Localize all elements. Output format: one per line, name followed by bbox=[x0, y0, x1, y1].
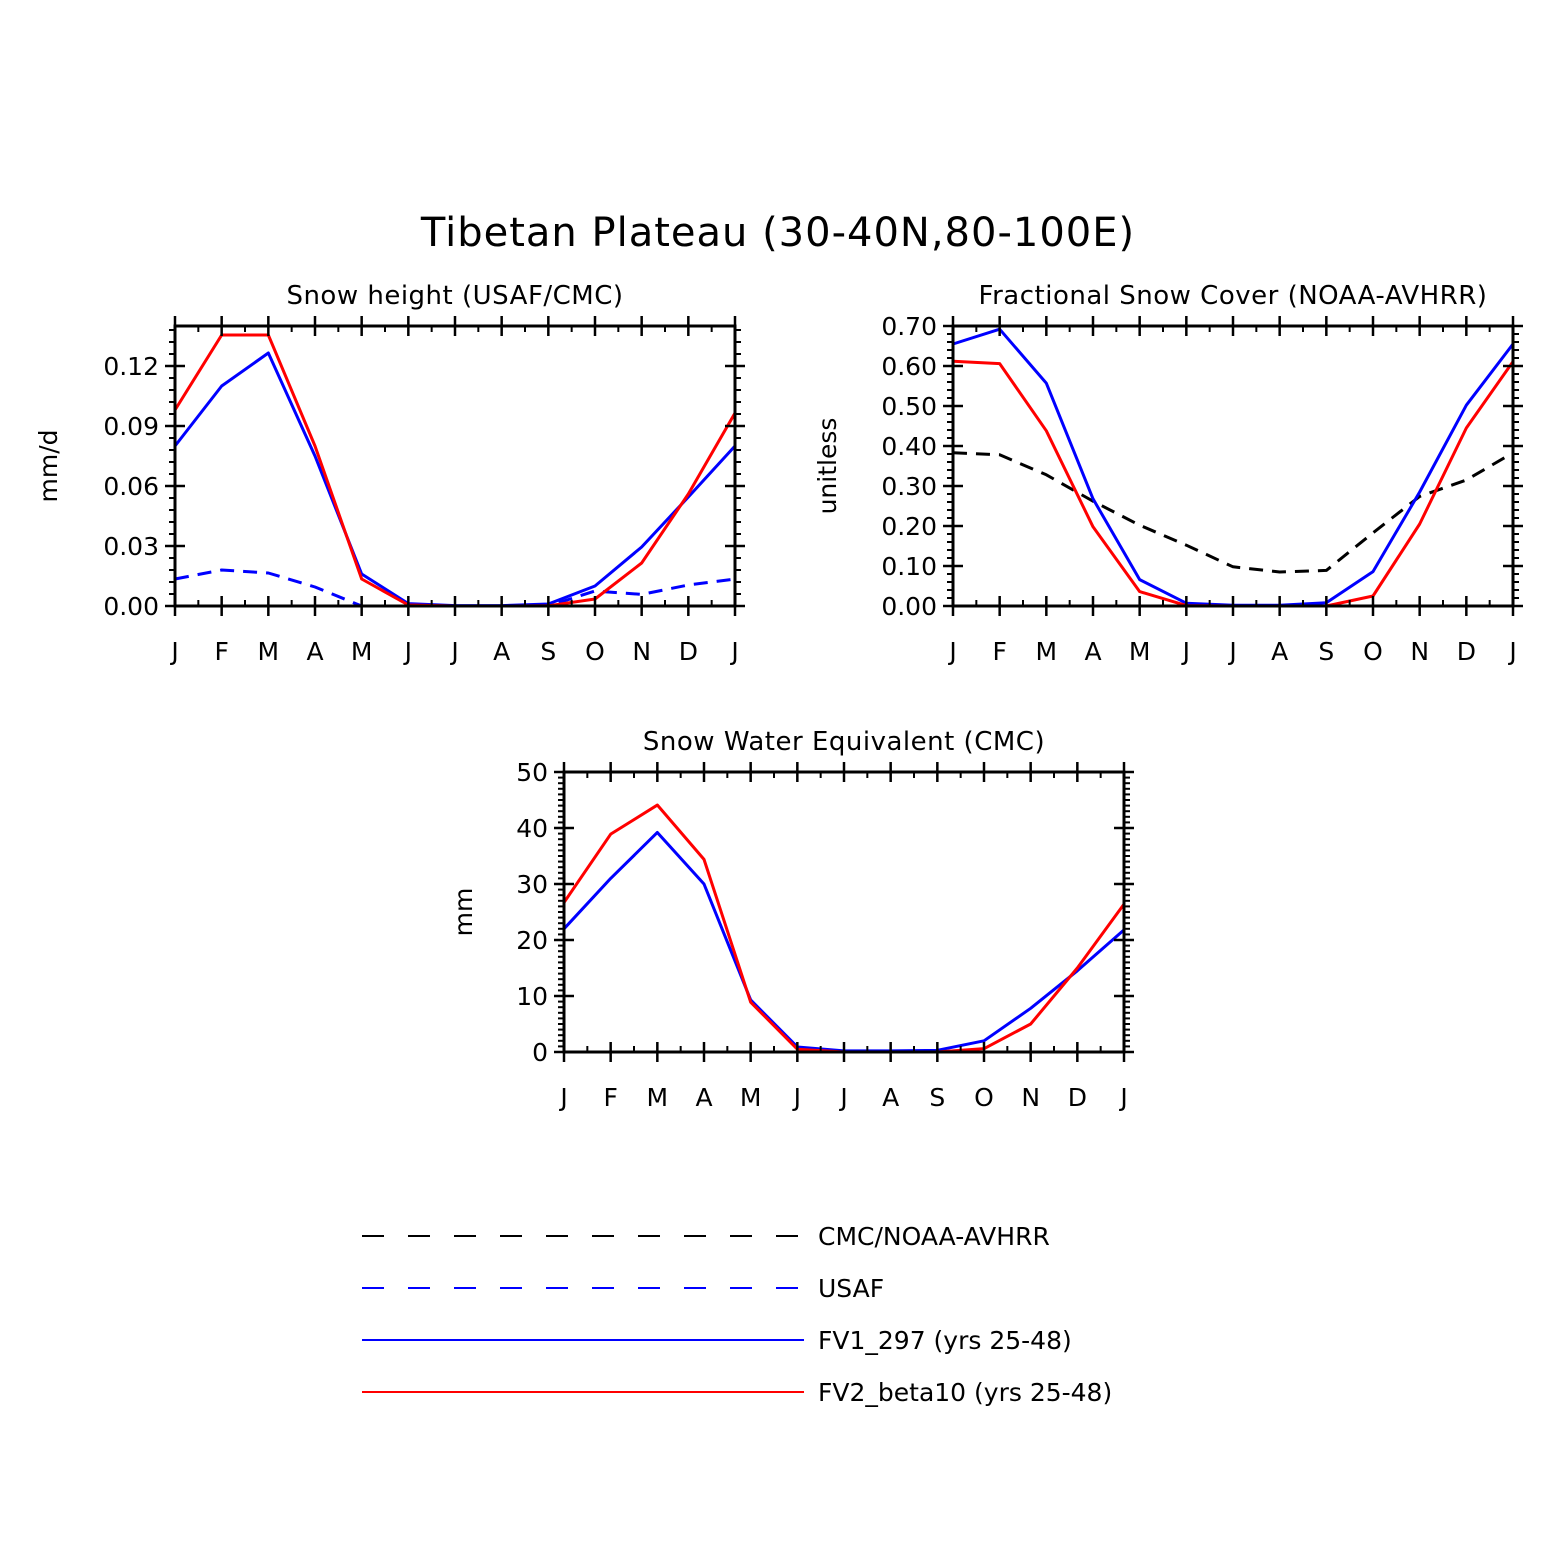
x-tick-label: M bbox=[258, 637, 280, 666]
y-tick-label: 30 bbox=[516, 870, 548, 899]
x-tick-label: S bbox=[929, 1083, 945, 1112]
x-tick-label: F bbox=[992, 637, 1006, 666]
x-tick-label: O bbox=[585, 637, 605, 666]
y-tick-label: 20 bbox=[516, 926, 548, 955]
x-tick-label: S bbox=[540, 637, 556, 666]
x-tick-label: O bbox=[974, 1083, 994, 1112]
x-tick-label: J bbox=[947, 637, 956, 666]
panel-snow-height: Snow height (USAF/CMC)mm/dJ F M A M J J A S O N D J0… bbox=[34, 281, 745, 666]
legend-label-fv2: FV2_beta10 (yrs 25-48) bbox=[818, 1378, 1112, 1407]
x-tick-label: A bbox=[882, 1083, 899, 1112]
panel-title: Snow Water Equivalent (CMC) bbox=[643, 727, 1045, 757]
plot-frame bbox=[951, 324, 1515, 608]
y-tick-label: 0.10 bbox=[881, 552, 937, 581]
y-tick-label: 0.03 bbox=[103, 532, 159, 561]
x-tick-label: J bbox=[1118, 1083, 1127, 1112]
legend-label-fv1: FV1_297 (yrs 25-48) bbox=[818, 1326, 1072, 1355]
panel-fractional-snow-cover: Fractional Snow Cover (NOAA-AVHRR) unitle… bbox=[813, 281, 1523, 666]
x-tick-label: M bbox=[351, 637, 373, 666]
series-line-cmc-noaa-avhrr bbox=[952, 451, 1514, 574]
series-line-fv2-beta10 bbox=[952, 359, 1515, 608]
x-tick-label: J bbox=[1227, 637, 1236, 666]
y-tick-label: 0.20 bbox=[881, 512, 937, 541]
x-tick-label: D bbox=[1457, 637, 1476, 666]
x-tick-label: F bbox=[603, 1083, 617, 1112]
x-tick-label: M bbox=[647, 1083, 669, 1112]
x-tick-label: J bbox=[838, 1083, 847, 1112]
x-tick-label: N bbox=[1410, 637, 1429, 666]
x-tick-label: J bbox=[169, 637, 178, 666]
plot-frame bbox=[173, 324, 737, 608]
series-line-fv1-297 bbox=[952, 327, 1515, 607]
series-line-fv1-297 bbox=[562, 830, 1125, 1053]
x-tick-label: J bbox=[403, 637, 412, 666]
x-tick-label: F bbox=[214, 637, 228, 666]
x-tick-label: J bbox=[792, 1083, 801, 1112]
legend: CMC/NOAA-AVHRR USAF FV1_297 (yrs 25-48) FV2… bbox=[362, 1222, 1112, 1407]
x-tick-label: M bbox=[1036, 637, 1058, 666]
y-tick-label: 0.50 bbox=[881, 392, 937, 421]
y-tick-label: 0.00 bbox=[881, 592, 937, 621]
legend-label-usaf: USAF bbox=[818, 1274, 884, 1303]
panel-title: Snow height (USAF/CMC) bbox=[286, 281, 623, 311]
x-tick-label: N bbox=[632, 637, 651, 666]
x-tick-label: M bbox=[740, 1083, 762, 1112]
y-tick-label: 0.09 bbox=[103, 412, 159, 441]
x-tick-label: J bbox=[1507, 637, 1516, 666]
legend-label-obs: CMC/NOAA-AVHRR bbox=[818, 1222, 1050, 1251]
series-line-fv2-beta10 bbox=[173, 333, 737, 608]
x-tick-label: J bbox=[449, 637, 458, 666]
panel-title: Fractional Snow Cover (NOAA-AVHRR) bbox=[979, 281, 1488, 311]
plot-frame bbox=[562, 770, 1126, 1054]
y-axis-label: unitless bbox=[813, 418, 842, 515]
x-tick-label: J bbox=[729, 637, 738, 666]
y-tick-label: 0 bbox=[532, 1038, 548, 1067]
x-tick-label: A bbox=[695, 1083, 712, 1112]
y-axis-label: mm/d bbox=[34, 430, 63, 503]
x-tick-label: D bbox=[679, 637, 698, 666]
y-tick-label: 0.70 bbox=[881, 312, 937, 341]
x-tick-label: A bbox=[493, 637, 510, 666]
figure-title: Tibetan Plateau (30-40N,80-100E) bbox=[420, 210, 1135, 256]
x-tick-label: D bbox=[1068, 1083, 1087, 1112]
x-tick-label: J bbox=[558, 1083, 567, 1112]
y-tick-label: 0.60 bbox=[881, 352, 937, 381]
y-tick-label: 0.06 bbox=[103, 472, 159, 501]
x-tick-label: A bbox=[1084, 637, 1101, 666]
y-tick-label: 0.12 bbox=[103, 352, 159, 381]
x-tick-label: J bbox=[1181, 637, 1190, 666]
y-tick-label: 0.00 bbox=[103, 592, 159, 621]
y-axis-label: mm bbox=[449, 888, 478, 937]
panel-snow-water-equivalent: Snow Water Equivalent (CMC)mmJ F M A M J J A S O N… bbox=[449, 727, 1134, 1112]
y-tick-label: 40 bbox=[516, 814, 548, 843]
x-tick-label: M bbox=[1129, 637, 1151, 666]
x-tick-label: S bbox=[1318, 637, 1334, 666]
x-tick-label: A bbox=[306, 637, 323, 666]
y-tick-label: 0.40 bbox=[881, 432, 937, 461]
y-tick-label: 50 bbox=[516, 758, 548, 787]
y-tick-label: 10 bbox=[516, 982, 548, 1011]
x-tick-label: A bbox=[1271, 637, 1288, 666]
series-line-fv1-297 bbox=[173, 351, 737, 608]
x-tick-label: O bbox=[1363, 637, 1383, 666]
y-tick-label: 0.30 bbox=[881, 472, 937, 501]
x-tick-label: N bbox=[1021, 1083, 1040, 1112]
